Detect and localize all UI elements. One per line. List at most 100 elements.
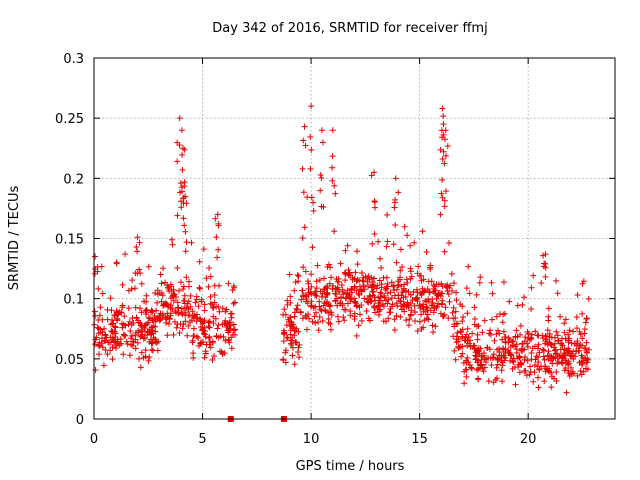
data-point [118,340,125,347]
data-point [352,298,359,305]
data-point [319,317,326,324]
data-point [469,330,476,337]
data-point [108,327,115,334]
data-point [452,308,459,315]
data-point [287,293,294,300]
data-point [123,338,130,345]
data-point [581,345,588,352]
data-point [149,340,156,347]
data-point [327,264,334,271]
data-point [397,267,404,274]
data-point [292,279,299,286]
x-tick-label: 20 [520,432,537,447]
data-point [554,290,561,297]
data-point [490,379,497,386]
y-tick-label: 0.15 [55,233,84,248]
data-point [312,288,319,295]
data-point [404,299,411,306]
data-point [211,282,218,289]
data-point [201,331,208,338]
data-point [340,314,347,321]
data-point [332,291,339,298]
data-point [441,203,448,210]
data-point [201,307,208,314]
data-point [142,328,149,335]
data-point [393,259,400,266]
data-point [302,268,309,275]
data-point [441,311,448,318]
data-point [540,252,547,259]
data-point [489,290,496,297]
data-point [521,356,528,363]
data-point [300,189,307,196]
data-point [145,357,152,364]
data-point [539,346,546,353]
data-point [347,312,354,319]
data-point [424,305,431,312]
data-point [122,251,129,258]
data-point [385,296,392,303]
data-point [536,366,543,373]
data-point [561,329,568,336]
data-point [166,320,173,327]
data-point [429,296,436,303]
data-point [108,321,115,328]
data-points [91,103,592,396]
data-point [126,318,133,325]
data-point [401,223,408,230]
data-point [348,285,355,292]
data-point [101,325,108,332]
data-point [368,284,375,291]
data-point [540,347,547,354]
data-point [142,353,149,360]
data-point [299,315,306,322]
data-point [383,243,390,250]
data-point [450,280,457,287]
data-point [440,121,447,128]
data-point [321,275,328,282]
data-point [479,329,486,336]
data-point [397,246,404,253]
data-point [120,351,127,358]
data-point [341,317,348,324]
data-point [126,352,133,359]
data-point [293,305,300,312]
data-point [519,301,526,308]
data-point [467,343,474,350]
data-point [120,331,127,338]
data-point [344,242,351,249]
data-point [439,194,446,201]
data-point [342,295,349,302]
data-point [353,287,360,294]
data-point [228,345,235,352]
data-point [289,352,296,359]
data-point [493,313,500,320]
data-point [407,275,414,282]
data-point [299,165,306,172]
data-point [94,263,101,270]
data-point [423,248,430,255]
data-point [424,285,431,292]
data-point [490,351,497,358]
data-point [532,328,539,335]
data-point [280,311,287,318]
data-point [207,293,214,300]
data-point [561,355,568,362]
data-point [445,315,452,322]
data-point [442,283,449,290]
data-point [541,356,548,363]
data-point [137,333,144,340]
data-point [490,354,497,361]
data-point [321,286,328,293]
data-point [411,302,418,309]
data-point [371,230,378,237]
data-point [308,146,315,153]
data-point [229,331,236,338]
data-point [554,351,561,358]
data-point [329,282,336,289]
data-point [188,239,195,246]
data-point [215,321,222,328]
data-point [442,304,449,311]
data-point [528,350,535,357]
data-point [295,328,302,335]
